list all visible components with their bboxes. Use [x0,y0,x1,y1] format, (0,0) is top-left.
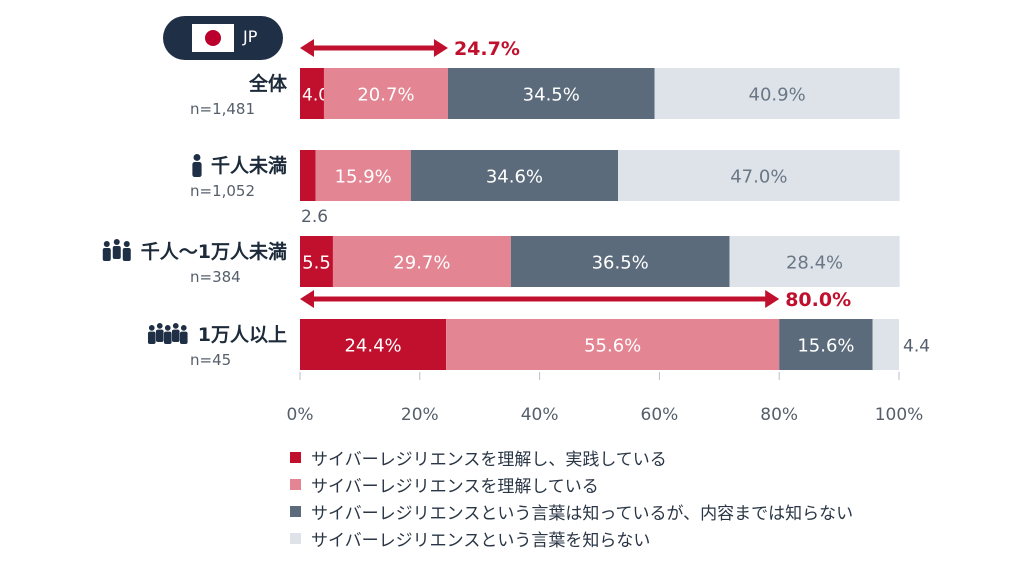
data-label: 47.0% [730,167,787,188]
category-label: 千人未満 [211,154,287,177]
data-label: 2.6 [301,207,328,227]
legend-label: サイバーレジリエンスという言葉は知っているが、内容までは知らない [311,504,854,524]
category-sample-size: n=384 [190,268,241,286]
x-tick-label: 60% [641,405,679,425]
bar-segment [447,68,655,119]
data-label: 4.4 [903,337,930,357]
category-label: 1万人以上 [198,324,287,346]
bar-segment [300,236,333,287]
bar-segment [872,319,899,370]
legend-swatch [290,533,301,544]
data-label: 28.4% [786,253,843,274]
large-group-icon [171,323,180,342]
group-icon [122,241,131,261]
large-group-icon [179,325,188,344]
data-label: 15.9% [335,167,392,188]
legend-swatch [290,506,301,517]
bar-segment [300,68,324,119]
person-icon [192,154,202,177]
data-label: 5.5 [302,253,331,274]
legend-item: サイバーレジリエンスという言葉は知っているが、内容までは知らない [290,498,853,525]
bar-segment [300,319,447,370]
bar-segment [332,236,511,287]
large-group-icon [163,325,172,344]
legend-swatch [290,452,301,463]
data-label: 24.4% [344,336,401,357]
group-icon [112,239,121,259]
data-label: 15.6% [797,336,854,357]
data-label: 4.0 [302,86,329,106]
bar-segment [300,150,316,201]
annotation-arrowhead-right [765,290,780,308]
legend-label: サイバーレジリエンスを理解し、実践している [311,450,667,470]
legend-label: サイバーレジリエンスを理解している [311,477,599,497]
legend-label: サイバーレジリエンスという言葉を知らない [311,531,651,551]
data-label: 34.6% [486,167,543,188]
large-group-icon [155,323,164,342]
category-label: 千人～1万人未満 [141,240,287,263]
annotation-arrowhead-left [300,290,314,308]
bar-segment [315,150,411,201]
annotation-arrowhead-left [300,39,314,57]
legend-swatch [290,479,301,490]
bar-segment [618,150,900,201]
country-code: JP [243,27,258,46]
bar-segment [729,236,900,287]
data-label: 29.7% [393,253,450,274]
data-label: 36.5% [592,253,649,274]
legend-item: サイバーレジリエンスという言葉を知らない [290,525,853,552]
japan-flag-icon [192,24,234,52]
legend-item: サイバーレジリエンスを理解し、実践している [290,444,853,471]
legend-item: サイバーレジリエンスを理解している [290,471,853,498]
data-label: 34.5% [523,85,580,106]
x-tick-label: 40% [521,405,559,425]
category-label: 全体 [248,72,288,95]
data-label: 55.6% [584,336,641,357]
bar-segment [446,319,780,370]
category-sample-size: n=1,052 [190,182,255,200]
annotation-arrowhead-right [433,39,448,57]
x-tick-label: 20% [401,405,439,425]
bar-segment [779,319,873,370]
bar-segment [410,150,619,201]
x-tick-label: 0% [287,405,314,425]
x-tick-label: 80% [760,405,798,425]
data-label: 20.7% [357,85,414,106]
data-label: 40.9% [749,85,806,106]
bar-segment [654,68,900,119]
x-tick-label: 100% [875,405,924,425]
annotation-label: 80.0% [785,289,851,311]
large-group-icon [147,325,156,344]
bar-segment [510,236,730,287]
annotation-label: 24.7% [454,38,520,60]
legend: サイバーレジリエンスを理解し、実践している サイバーレジリエンスを理解しているサイ… [290,444,853,552]
group-icon [102,241,111,261]
bar-segment [323,68,448,119]
country-badge: JP [163,16,283,60]
category-sample-size: n=1,481 [190,100,255,118]
category-sample-size: n=45 [190,351,231,369]
